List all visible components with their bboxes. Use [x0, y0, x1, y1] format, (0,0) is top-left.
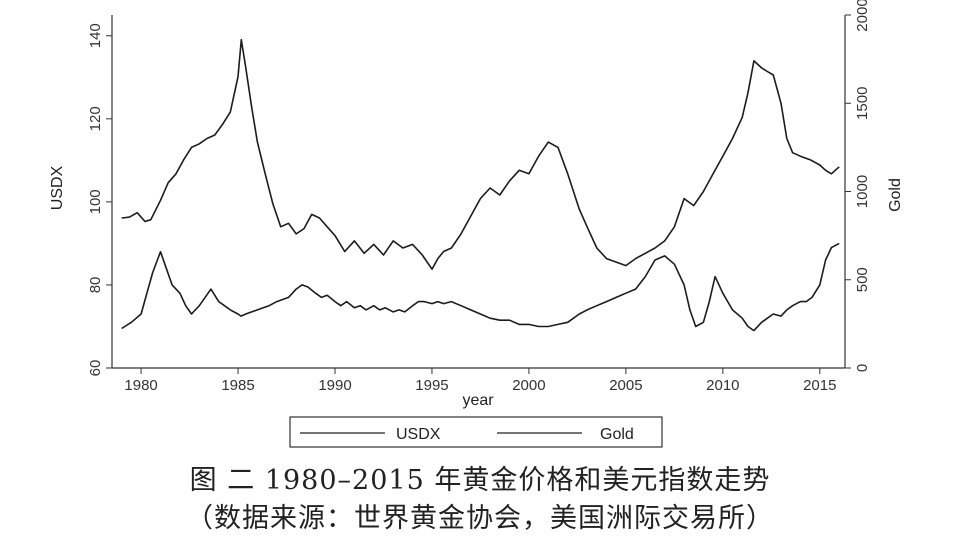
- y-left-tick-label: 140: [87, 23, 104, 48]
- legend-usdx-label: USDX: [396, 426, 441, 443]
- x-tick-label: 1990: [318, 377, 351, 394]
- series-line-gold: [121, 38, 840, 271]
- caption-title: 图 二 1980–2015 年黄金价格和美元指数走势: [189, 465, 771, 496]
- caption-source: （数据来源：世界黄金协会，美国洲际交易所）: [186, 503, 774, 534]
- y-axis-right-title: Gold: [887, 178, 904, 212]
- y-right-tick-label: 1500: [854, 87, 871, 120]
- series-layer: [121, 38, 840, 332]
- y-left-tick-label: 60: [87, 360, 104, 377]
- x-tick-label: 2005: [609, 377, 642, 394]
- x-tick-label: 2000: [512, 377, 545, 394]
- x-axis-title: year: [462, 392, 494, 409]
- y-right-tick-label: 2000: [854, 0, 871, 32]
- figure-caption: 图 二 1980–2015 年黄金价格和美元指数走势 （数据来源：世界黄金协会，…: [0, 462, 960, 538]
- axes: 1980 1985 1990 1995 2000 2005 2010 2015 60 80 100 1…: [87, 0, 871, 394]
- x-tick-label: 2015: [803, 377, 836, 394]
- legend-box: [289, 416, 663, 448]
- y-left-tick-label: 100: [87, 189, 104, 214]
- y-left-tick-label: 120: [87, 106, 104, 131]
- series-line-usdx: [121, 242, 840, 332]
- x-tick-label: 1985: [221, 377, 254, 394]
- x-tick-label: 1980: [124, 377, 157, 394]
- x-tick-label: 2010: [706, 377, 739, 394]
- y-right-tick-label: 500: [854, 267, 871, 292]
- y-left-tick-label: 80: [87, 277, 104, 294]
- x-tick-label: 1995: [415, 377, 448, 394]
- y-axis-left-title: USDX: [49, 165, 66, 210]
- legend-gold-label: Gold: [600, 426, 634, 443]
- y-right-tick-label: 0: [854, 364, 871, 372]
- y-right-tick-label: 1000: [854, 175, 871, 208]
- chart: 1980 1985 1990 1995 2000 2005 2010 2015 60 80 100 1…: [49, 0, 904, 448]
- legend: USDX Gold: [289, 416, 663, 448]
